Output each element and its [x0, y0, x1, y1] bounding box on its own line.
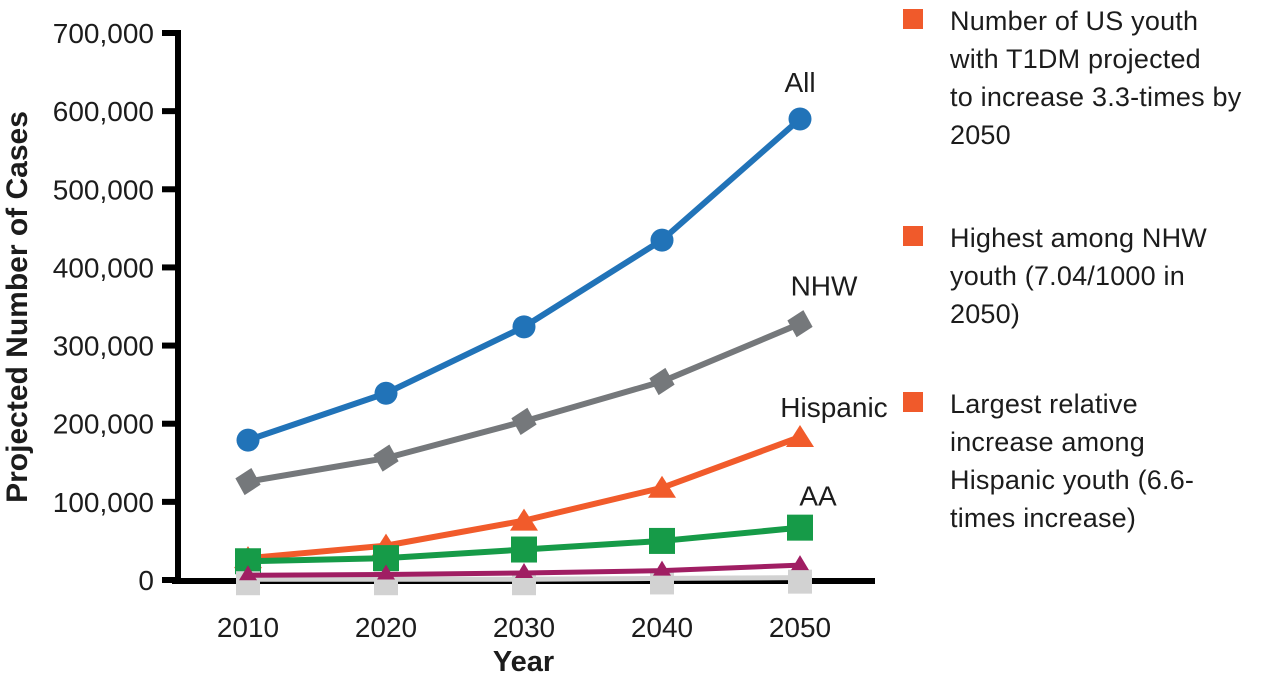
all-marker — [374, 381, 398, 405]
bullet-square-icon — [903, 392, 923, 412]
hispanic-marker — [648, 475, 676, 498]
all-line — [247, 116, 802, 443]
y-tick — [162, 577, 175, 583]
x-axis-title: Year — [493, 646, 554, 677]
key-point-text: Number of US youth with T1DM projected to … — [950, 6, 1242, 150]
all-marker — [788, 107, 812, 131]
bullet-square-icon — [903, 226, 923, 246]
aa-marker — [511, 536, 537, 563]
key-point-3: Largest relative increase among Hispanic y… — [903, 385, 1194, 537]
series-label-nhw: NHW — [791, 271, 858, 302]
y-tick-label: 300,000 — [53, 331, 154, 362]
key-point-1: Number of US youth with T1DM projected to … — [903, 2, 1241, 154]
y-axis-title: Projected Number of Cases — [1, 111, 34, 503]
hispanic-marker — [786, 424, 814, 447]
purple-marker — [515, 562, 533, 578]
y-tick — [162, 30, 175, 36]
y-tick — [162, 342, 175, 349]
bullet-square-icon — [903, 9, 923, 29]
series-label-aa: AA — [799, 481, 837, 512]
nhw-marker — [649, 367, 675, 396]
key-point-2: Highest among NHW youth (7.04/1000 in 2050… — [903, 219, 1207, 333]
y-tick — [162, 498, 175, 505]
aa-marker — [649, 527, 675, 554]
aa-marker — [787, 514, 813, 541]
x-tick-label: 2020 — [355, 612, 417, 643]
y-axis-line — [175, 30, 181, 583]
purple-marker — [653, 560, 671, 576]
lightgray-marker — [788, 569, 812, 594]
line-chart: 0 100,000 200,000 300,000 400,000 500,000 600,… — [1, 18, 888, 677]
purple-marker — [239, 565, 257, 581]
nhw-marker — [235, 467, 261, 496]
y-tick — [162, 186, 175, 193]
y-tick-label: 400,000 — [53, 252, 154, 283]
y-tick — [162, 108, 175, 115]
y-tick — [162, 264, 175, 271]
series-label-hispanic: Hispanic — [780, 392, 887, 423]
series-label-all: All — [784, 67, 815, 98]
purple-marker — [791, 555, 809, 571]
nhw-marker — [511, 407, 537, 435]
nhw-marker — [373, 444, 399, 472]
key-points-panel: Number of US youth with T1DM projected to … — [903, 0, 1280, 677]
all-marker — [512, 315, 536, 339]
y-tick-label: 0 — [138, 565, 154, 596]
purple-marker — [377, 564, 395, 580]
key-point-text: Largest relative increase among Hispanic y… — [950, 389, 1195, 533]
y-tick-label: 500,000 — [53, 174, 154, 205]
key-point-text: Highest among NHW youth (7.04/1000 in 2050… — [950, 223, 1207, 329]
all-marker — [650, 228, 674, 252]
y-tick-label: 200,000 — [53, 409, 154, 440]
nhw-line — [247, 320, 802, 485]
x-tick-label: 2040 — [631, 612, 693, 643]
nhw-marker — [787, 310, 813, 338]
y-tick-label: 700,000 — [53, 18, 154, 49]
all-marker — [236, 428, 260, 452]
x-tick-label: 2030 — [493, 612, 555, 643]
y-tick-label: 600,000 — [53, 96, 154, 127]
x-tick-label: 2010 — [217, 612, 279, 643]
x-tick-label: 2050 — [769, 612, 831, 643]
hispanic-marker — [510, 508, 538, 531]
y-tick — [162, 420, 175, 427]
y-tick-label: 100,000 — [53, 487, 154, 518]
